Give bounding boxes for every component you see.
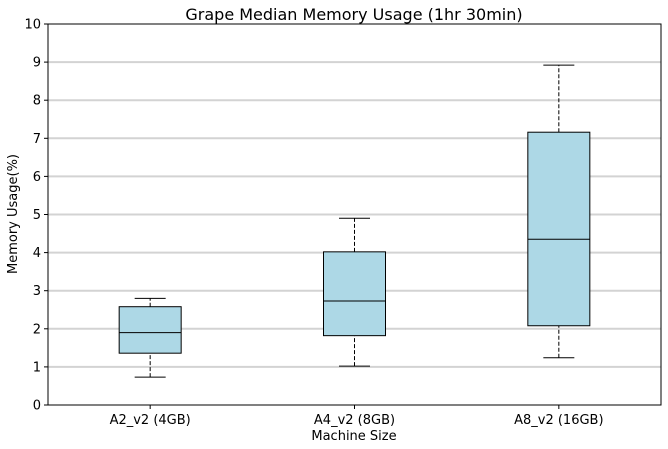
box-2 bbox=[527, 64, 591, 359]
y-tick-label-1: 1 bbox=[33, 360, 41, 375]
x-axis-ticks: A2_v2 (4GB) A4_v2 (8GB) A8_v2 (16GB) bbox=[110, 405, 604, 428]
y-tick-label-2: 2 bbox=[33, 322, 41, 337]
y-tick-label-9: 9 bbox=[33, 56, 41, 71]
y-tick-label-4: 4 bbox=[33, 246, 41, 261]
box-2-iqr bbox=[527, 131, 591, 327]
x-tick-label-0: A2_v2 (4GB) bbox=[110, 413, 191, 428]
y-axis-label: Memory Usage(%) bbox=[6, 154, 21, 274]
x-tick-label-2: A8_v2 (16GB) bbox=[514, 413, 603, 428]
x-axis-label: Machine Size bbox=[311, 429, 396, 444]
y-axis-ticks: 0 1 2 3 4 5 6 7 8 9 10 bbox=[24, 18, 48, 414]
y-tick-label-10: 10 bbox=[24, 18, 41, 33]
x-tick-label-1: A4_v2 (8GB) bbox=[314, 413, 395, 428]
box-1-iqr bbox=[323, 251, 386, 337]
y-tick-label-3: 3 bbox=[33, 284, 41, 299]
boxes-group bbox=[118, 64, 591, 378]
y-tick-label-5: 5 bbox=[33, 208, 41, 223]
box-0-iqr bbox=[118, 306, 182, 354]
chart-title: Grape Median Memory Usage (1hr 30min) bbox=[185, 5, 522, 24]
y-tick-label-7: 7 bbox=[33, 132, 41, 147]
box-1 bbox=[323, 217, 386, 367]
y-tick-label-8: 8 bbox=[33, 94, 41, 109]
y-tick-label-0: 0 bbox=[33, 399, 41, 414]
y-tick-label-6: 6 bbox=[33, 170, 41, 185]
box-0 bbox=[118, 297, 182, 378]
